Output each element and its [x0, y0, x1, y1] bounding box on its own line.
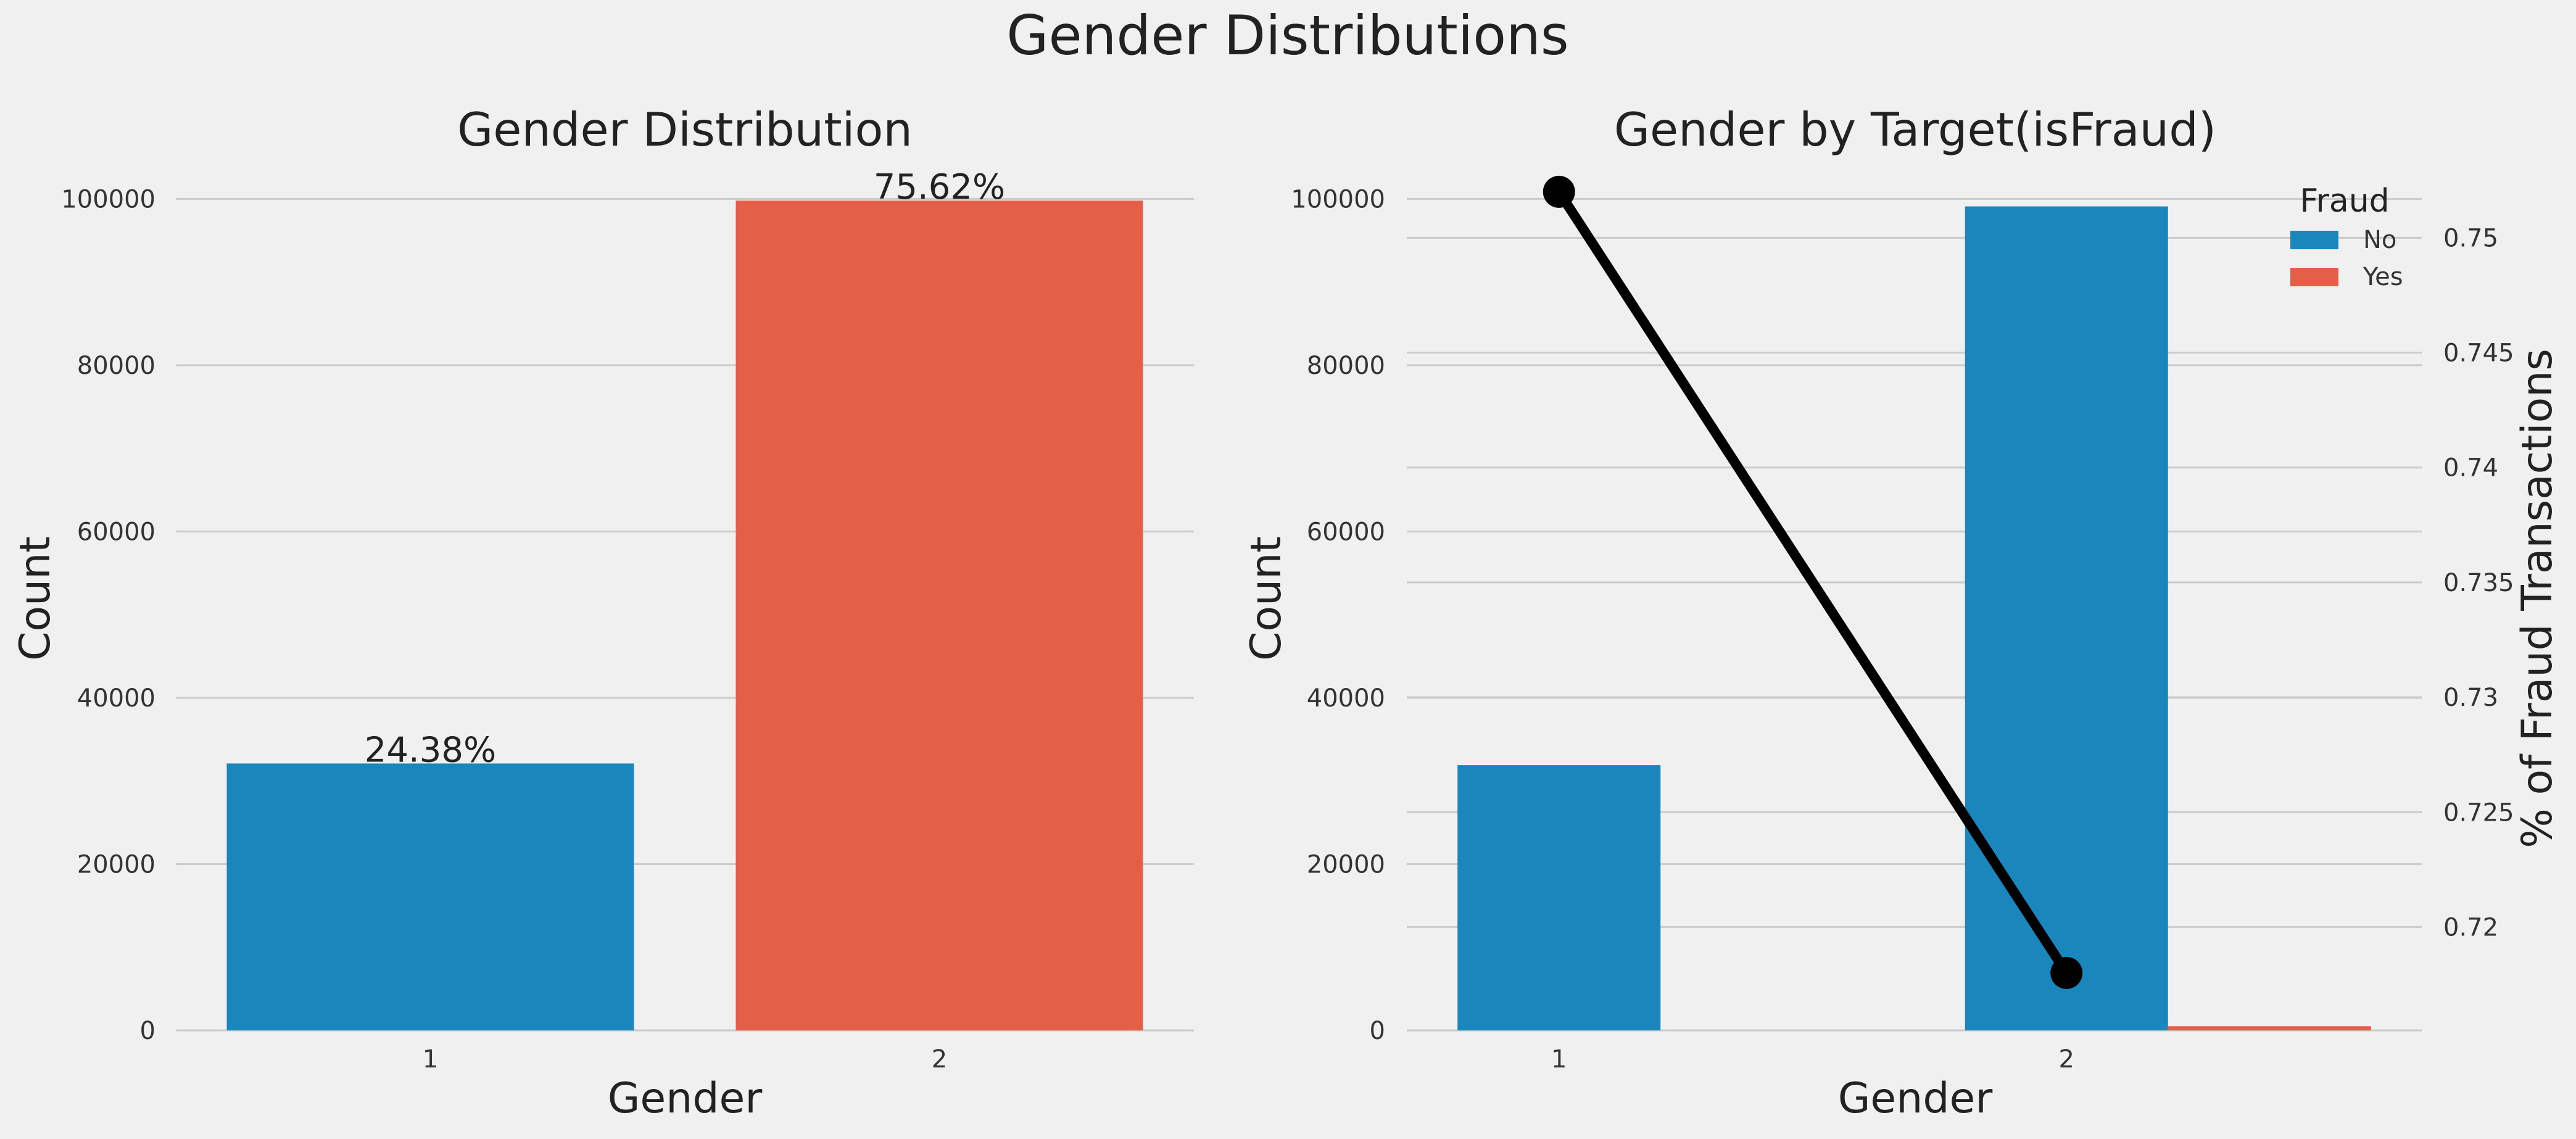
right-y-axis-label: Count — [1242, 536, 1291, 661]
x-tick-label: 1 — [423, 1045, 438, 1074]
data-label: 24.38% — [365, 730, 497, 770]
secondary-y-tick-label: 0.75 — [2443, 224, 2498, 252]
legend-label-yes: Yes — [2363, 263, 2403, 291]
figure-suptitle: Gender Distributions — [1006, 4, 1569, 67]
y-tick-label: 80000 — [77, 352, 155, 380]
left-chart-title: Gender Distribution — [457, 102, 913, 157]
secondary-y-tick-label: 0.73 — [2443, 684, 2498, 712]
secondary-y-tick-label: 0.74 — [2443, 454, 2498, 483]
left-y-axis-label: Count — [11, 536, 60, 661]
legend-title: Fraud — [2300, 183, 2389, 220]
bar — [226, 763, 634, 1030]
legend-label-no: No — [2363, 226, 2396, 254]
y-tick-label: 40000 — [77, 684, 155, 713]
x-tick-label: 2 — [932, 1045, 947, 1074]
fraud-line — [1554, 186, 2072, 978]
y-tick-label: 20000 — [77, 850, 155, 879]
y-tick-label: 100000 — [61, 185, 155, 213]
bar-no — [1457, 765, 1661, 1030]
legend-swatch-yes — [2290, 268, 2338, 286]
right-chart-title: Gender by Target(isFraud) — [1614, 102, 2216, 157]
left-x-axis-label: Gender — [608, 1074, 763, 1123]
fraud-line-point — [1543, 175, 1575, 208]
legend: Fraud No Yes — [2290, 183, 2403, 291]
secondary-y-tick-label: 0.725 — [2443, 798, 2514, 827]
secondary-y-tick-label: 0.745 — [2443, 339, 2514, 368]
y-tick-label: 100000 — [1291, 185, 1385, 213]
right-secondary-y-axis-label: % of Fraud Transactions — [2513, 349, 2562, 848]
y-tick-label: 0 — [1370, 1017, 1385, 1045]
y-tick-label: 0 — [140, 1017, 155, 1045]
x-tick-label: 1 — [1551, 1045, 1567, 1074]
bar-no — [1965, 206, 2168, 1030]
secondary-y-tick-label: 0.72 — [2443, 913, 2498, 942]
left-data-labels: 24.38% 75.62% — [365, 167, 1006, 770]
fraud-line-point — [2050, 956, 2083, 989]
fraud-percentage-line — [1543, 175, 2083, 989]
left-bars — [226, 201, 1143, 1031]
secondary-y-tick-label: 0.735 — [2443, 569, 2514, 597]
y-tick-label: 60000 — [1307, 518, 1385, 546]
data-label: 75.62% — [874, 167, 1006, 207]
right-x-axis-label: Gender — [1838, 1074, 1993, 1123]
right-y-tick-labels: 0 20000 40000 60000 80000 100000 — [1291, 185, 1385, 1045]
y-tick-label: 60000 — [77, 518, 155, 546]
y-tick-label: 20000 — [1307, 850, 1385, 879]
right-bars — [1457, 206, 2371, 1030]
y-tick-label: 40000 — [1307, 684, 1385, 713]
left-y-tick-labels: 0 20000 40000 60000 80000 100000 — [61, 185, 155, 1045]
bar-yes — [2168, 1026, 2371, 1030]
right-secondary-y-tick-labels: 0.72 0.725 0.73 0.735 0.74 0.745 0.75 — [2443, 224, 2514, 942]
x-tick-label: 2 — [2059, 1045, 2074, 1074]
legend-swatch-no — [2290, 231, 2338, 249]
bar — [735, 201, 1143, 1031]
y-tick-label: 80000 — [1307, 352, 1385, 380]
